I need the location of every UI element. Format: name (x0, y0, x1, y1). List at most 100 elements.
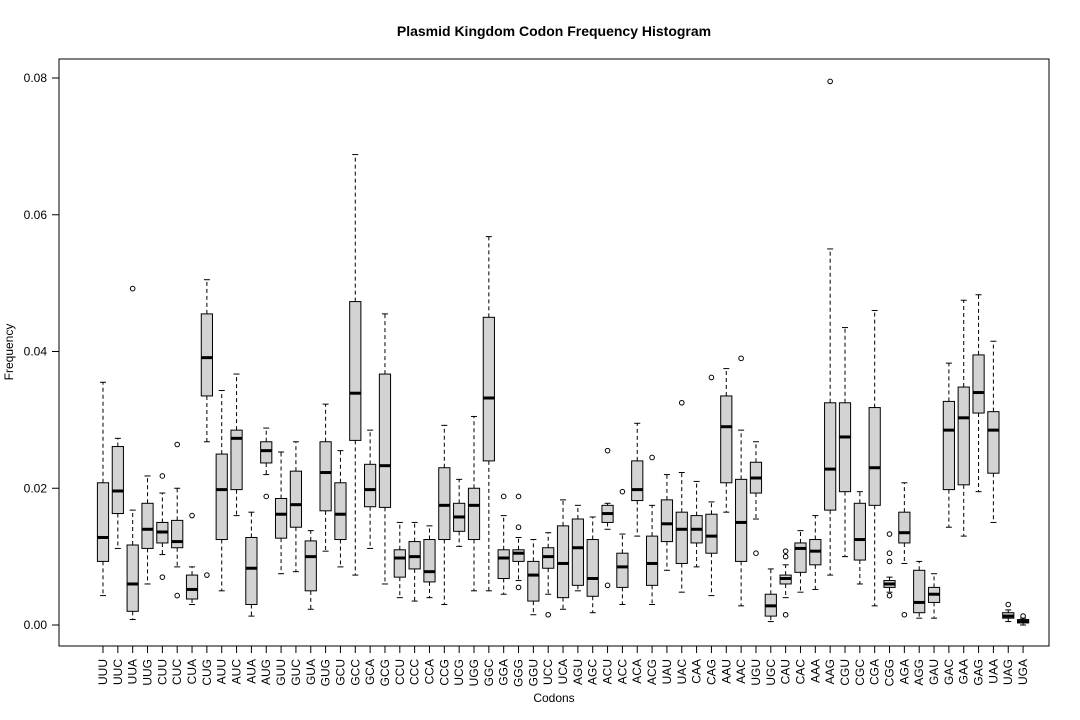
outlier-point (782, 553, 789, 560)
iqr-box (512, 549, 525, 562)
box-aua (245, 511, 258, 617)
x-tick-label: GGC (482, 659, 496, 687)
box-ccc (408, 521, 421, 602)
outlier-point (886, 531, 893, 537)
outlier-point (604, 447, 611, 454)
outlier-point (515, 584, 522, 591)
outlier-point (159, 473, 166, 479)
x-tick-label: GUC (289, 659, 303, 686)
chart-title: Plasmid Kingdom Codon Frequency Histogra… (397, 23, 711, 39)
iqr-box (645, 535, 659, 586)
x-tick-label: UUG (141, 659, 155, 686)
y-tick-label: 0.02 (24, 481, 48, 495)
box-aug (260, 427, 273, 500)
outlier-point (174, 592, 180, 599)
x-tick-label: UAA (986, 659, 1000, 684)
y-axis-label: Frequency (2, 324, 16, 381)
x-tick-label: UUA (126, 659, 140, 684)
x-tick-label: CAU (779, 659, 793, 684)
x-tick-label: CGA (868, 659, 882, 685)
iqr-box (334, 482, 347, 541)
box-gcg (378, 313, 392, 585)
outlier-point (159, 574, 166, 580)
iqr-box (319, 441, 332, 512)
outlier-point (1005, 601, 1012, 608)
box-agu (571, 504, 584, 592)
x-tick-label: CCC (408, 659, 422, 685)
box-aca (631, 422, 644, 537)
box-cug (200, 279, 213, 578)
iqr-box (987, 411, 1000, 474)
iqr-box (898, 511, 911, 544)
box-gac (942, 362, 955, 528)
box-gug (319, 403, 332, 552)
y-axis: 0.00 0.02 0.04 0.06 0.08 (24, 71, 60, 632)
y-tick-label: 0.08 (24, 71, 48, 85)
y-tick-label: 0.00 (24, 618, 48, 632)
box-aag (824, 78, 837, 576)
box-series (96, 78, 1030, 626)
x-tick-label: ACC (615, 659, 629, 685)
iqr-box (853, 502, 866, 561)
box-cau (779, 548, 792, 618)
x-tick-label: CGG (883, 659, 897, 686)
outlier-point (886, 550, 893, 557)
x-tick-label: CAG (704, 659, 718, 685)
iqr-box (556, 525, 570, 599)
box-ucg (453, 478, 466, 547)
outlier-point (886, 592, 893, 599)
iqr-box (393, 549, 406, 578)
x-tick-label: UUU (96, 659, 110, 685)
box-gaa (957, 299, 970, 537)
box-acu (601, 447, 614, 589)
box-aau (720, 368, 733, 513)
outlier-point (204, 572, 210, 578)
box-aaa (809, 515, 822, 590)
iqr-box (868, 407, 881, 506)
outlier-point (1020, 613, 1026, 619)
x-tick-label: CUG (200, 659, 214, 686)
outlier-point (678, 399, 685, 406)
outlier-point (753, 550, 759, 557)
box-gca (364, 429, 377, 549)
x-tick-label: AAG (823, 659, 837, 684)
box-cua (185, 512, 199, 605)
iqr-box (200, 313, 213, 397)
iqr-box (349, 301, 362, 441)
iqr-box (631, 460, 644, 502)
iqr-box (245, 536, 258, 605)
outlier-point (129, 285, 136, 292)
x-tick-label: CCU (393, 659, 407, 685)
x-tick-label: AUA (244, 659, 258, 684)
box-ccu (393, 521, 406, 599)
x-tick-label: UCA (556, 659, 570, 684)
outlier-point (782, 548, 789, 554)
iqr-box (735, 478, 748, 562)
box-aac (735, 355, 748, 607)
box-gag (972, 294, 985, 493)
outlier-point (886, 558, 893, 565)
iqr-box (675, 511, 688, 564)
x-tick-label: AGC (586, 659, 600, 685)
iqr-box (185, 574, 199, 600)
x-tick-label: GCG (378, 659, 392, 686)
iqr-box (794, 542, 807, 573)
x-tick-label: UCC (541, 659, 555, 685)
outlier-point (708, 374, 715, 381)
x-tick-label: UAG (1001, 659, 1015, 685)
iqr-box (274, 498, 288, 539)
iqr-box (378, 373, 392, 508)
box-cac (794, 530, 807, 593)
outlier-point (545, 611, 552, 618)
x-tick-label: AGA (897, 659, 911, 684)
box-uac (675, 399, 688, 593)
x-tick-label: GCA (363, 659, 377, 685)
x-tick-label: UGG (467, 659, 481, 686)
box-cgu (838, 327, 852, 558)
box-ggu (527, 539, 540, 616)
box-ccg (438, 424, 451, 605)
x-tick-label: AUC (230, 659, 244, 685)
outlier-point (738, 355, 744, 362)
